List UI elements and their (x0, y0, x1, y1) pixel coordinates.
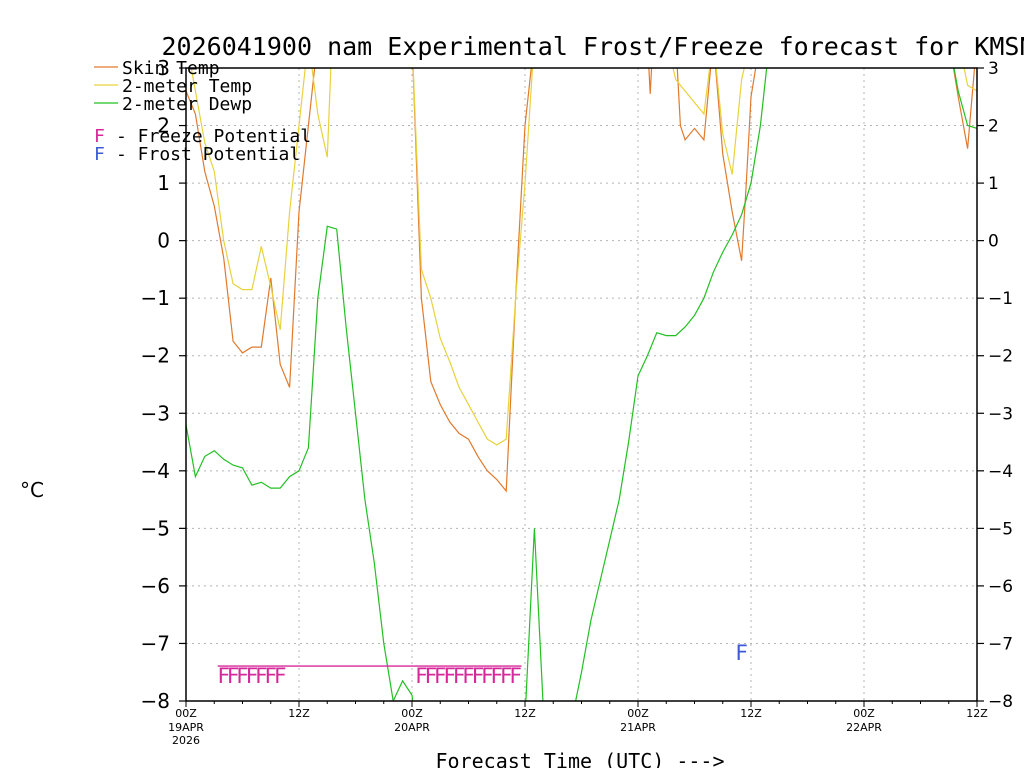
y-tick-label-right: −5 (988, 519, 1013, 539)
freeze-potential-marker: F (481, 664, 494, 688)
legend-symbol-freeze-potential: F (94, 126, 105, 147)
freeze-potential-marker: F (227, 664, 240, 688)
x-tick-sublabel: 21APR (620, 721, 656, 734)
y-tick-label-right: −3 (988, 404, 1013, 424)
y-tick-label-right: 3 (988, 59, 999, 79)
x-tick-label: 12Z (288, 707, 310, 720)
series-line-2-meter-dewp (186, 68, 977, 701)
freeze-potential-marker: F (434, 664, 447, 688)
legend-symbol-frost-potential: F (94, 144, 105, 165)
legend-label-frost-potential: - Frost Potential (116, 144, 300, 165)
freeze-potential-marker: F (443, 664, 456, 688)
y-tick-label-right: −2 (988, 347, 1013, 367)
x-axis-label: Forecast Time (UTC) ---> (436, 749, 725, 768)
series-line-skin-temp (186, 68, 976, 493)
y-tick-label-left: −2 (141, 344, 170, 368)
freeze-potential-marker: F (246, 664, 259, 688)
y-tick-label-right: −7 (988, 634, 1013, 654)
freeze-potential-marker: F (217, 664, 230, 688)
freeze-potential-marker: F (264, 664, 277, 688)
legend-label-2-meter-temp: 2-meter Temp (122, 76, 252, 97)
x-tick-label: 00Z (401, 707, 423, 720)
series-line-2-meter-temp (190, 68, 977, 446)
y-tick-label-left: −1 (141, 286, 170, 310)
series-lines (186, 68, 977, 701)
freeze-potential-marker: F (236, 664, 249, 688)
y-tick-label-right: 1 (988, 174, 999, 194)
freeze-potential-marker: F (490, 664, 503, 688)
y-tick-label-left: −4 (141, 459, 170, 483)
x-tick-label: 12Z (740, 707, 762, 720)
freeze-potential-marker: F (415, 664, 428, 688)
freeze-potential-marker: F (425, 664, 438, 688)
y-tick-label-left: −8 (141, 689, 170, 713)
y-tick-label-right: −1 (988, 289, 1013, 309)
x-tick-label: 00Z (853, 707, 875, 720)
axes: 3 3 2 2 1 1 0 0 −1 −1 −2 −2 −3 −3 −4 −4 −5 −5 −6 −6 −7 −7 −8 −8… (141, 56, 1014, 747)
y-tick-label-right: −6 (988, 577, 1013, 597)
y-axis-label: °C (20, 478, 44, 502)
freeze-potential-marker: F (500, 664, 513, 688)
x-tick-label: 00Z (627, 707, 649, 720)
y-tick-label-right: −4 (988, 462, 1013, 482)
y-tick-label-right: 0 (988, 232, 999, 252)
legend-label-skin-temp: Skin Temp (122, 58, 220, 79)
y-tick-label-left: −6 (141, 574, 170, 598)
x-tick-label: 12Z (966, 707, 988, 720)
chart-title: 2026041900 nam Experimental Frost/Freeze… (162, 32, 1024, 61)
legend-label-2-meter-dewp: 2-meter Dewp (122, 94, 252, 115)
y-tick-label-left: −5 (141, 516, 170, 540)
legend-label-freeze-potential: - Freeze Potential (116, 126, 311, 147)
freeze-potential-marker: F (274, 664, 287, 688)
y-tick-label-left: 3 (157, 56, 170, 80)
y-tick-label-left: 1 (157, 171, 170, 195)
x-tick-sublabel: 20APR (394, 721, 430, 734)
y-tick-label-right: 2 (988, 117, 999, 137)
y-tick-label-right: −8 (988, 692, 1013, 712)
y-tick-label-left: −3 (141, 401, 170, 425)
x-tick-sublabel: 19APR (168, 721, 204, 734)
freeze-potential-marker: F (472, 664, 485, 688)
freeze-potential-marker: F (255, 664, 268, 688)
freeze-potential-marker: F (462, 664, 475, 688)
x-tick-label: 00Z (175, 707, 197, 720)
x-tick-sublabel: 2026 (172, 734, 200, 747)
x-tick-sublabel: 22APR (846, 721, 882, 734)
y-tick-label-left: 2 (157, 114, 170, 138)
freeze-potential-marker: F (509, 664, 522, 688)
y-tick-label-left: −7 (141, 631, 170, 655)
y-tick-label-left: 0 (157, 229, 170, 253)
freeze-potential-marker: F (453, 664, 466, 688)
frost-potential-marker: F (735, 641, 748, 665)
x-tick-label: 12Z (514, 707, 536, 720)
